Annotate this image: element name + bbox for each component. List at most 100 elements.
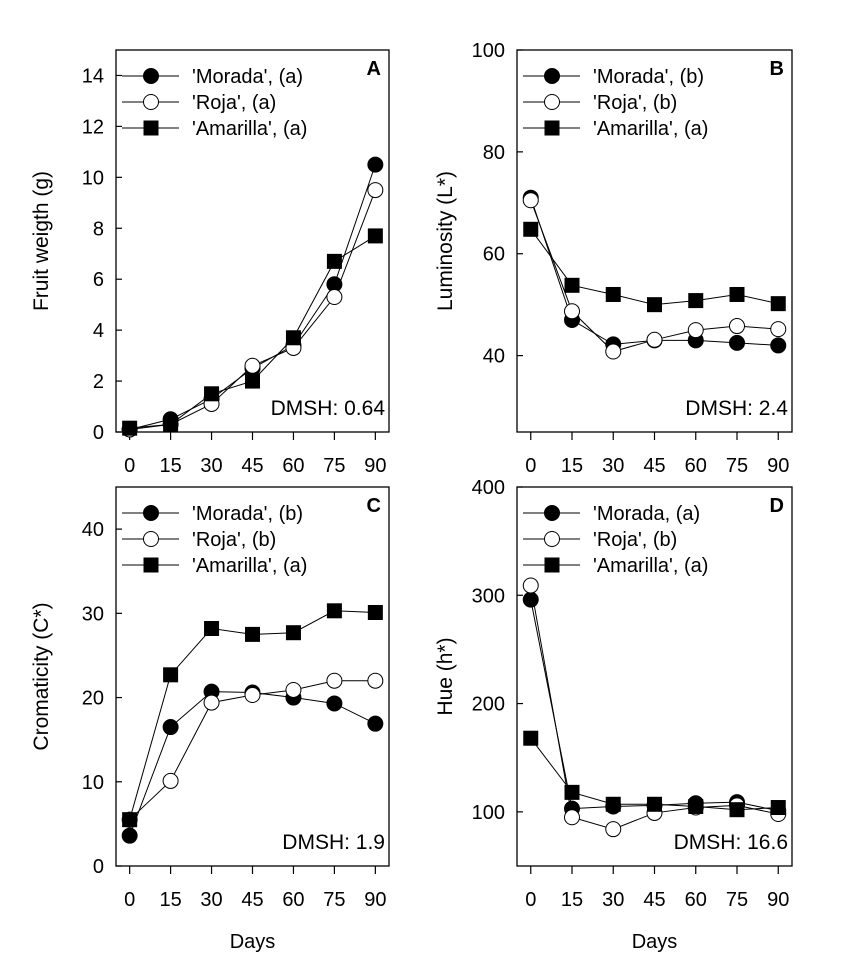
- legend-label: 'Morada', (a): [192, 66, 303, 88]
- data-point: [729, 318, 745, 335]
- data-point: [605, 796, 621, 812]
- x-tick-label: 60: [685, 455, 707, 477]
- panel-b: 40 60 80 100 0 15 30 45 60 75 90 Luminosity (L*) B DM…: [434, 40, 793, 477]
- legend-entry: 'Morada', (b): [523, 66, 704, 88]
- y-tick-label: 4: [93, 320, 104, 342]
- series-filled-circle: [522, 189, 787, 354]
- legend-entry: 'Morada, (a): [523, 503, 700, 525]
- x-tick-label: 30: [200, 889, 222, 911]
- data-point: [564, 809, 580, 826]
- data-point: [770, 321, 787, 338]
- x-tick-label: 75: [323, 455, 345, 477]
- legend-entry: 'Roja', (a): [122, 92, 276, 114]
- legend-label: 'Morada', (b): [192, 503, 303, 525]
- x-tick-label: 75: [726, 889, 748, 911]
- legend-label: 'Morada', (b): [593, 66, 704, 88]
- legend-entry: 'Morada', (a): [122, 66, 303, 88]
- x-tick-label: 45: [241, 889, 263, 911]
- data-point: [523, 730, 539, 746]
- legend-entry: 'Amarilla', (a): [122, 555, 307, 577]
- series-filled-square: [122, 603, 383, 828]
- data-point: [122, 812, 138, 828]
- legend-marker: [143, 68, 159, 84]
- legend-label: 'Roja', (b): [593, 529, 677, 551]
- x-tick-label: 45: [643, 455, 665, 477]
- data-point: [285, 625, 301, 641]
- series-line: [530, 599, 779, 812]
- y-tick-label: 80: [483, 142, 505, 164]
- data-point: [162, 772, 179, 789]
- legend-marker: [544, 94, 560, 110]
- x-tick-label: 75: [726, 455, 748, 477]
- y-tick-label: 0: [93, 422, 104, 444]
- legend-marker: [544, 120, 560, 136]
- series-open-circle: [121, 672, 384, 828]
- data-point: [605, 821, 622, 838]
- y-tick-label: 0: [93, 856, 104, 878]
- dmsh-annotation: DMSH: 0.64: [271, 397, 386, 420]
- legend-marker: [544, 68, 560, 84]
- y-tick-label: 200: [472, 694, 505, 716]
- x-tick-label: 15: [159, 889, 181, 911]
- x-tick-label: 60: [282, 455, 304, 477]
- legend-marker: [544, 557, 560, 573]
- legend-marker: [143, 505, 159, 521]
- data-point: [564, 303, 580, 320]
- data-point: [163, 416, 179, 432]
- data-point: [522, 192, 539, 209]
- data-point: [367, 604, 383, 620]
- x-axis-label: Days: [632, 931, 678, 953]
- data-point: [245, 626, 260, 642]
- data-point: [687, 322, 704, 339]
- legend-entry: 'Amarilla', (a): [122, 118, 307, 140]
- series-line: [129, 610, 376, 820]
- y-axis-label: Cromaticity (C*): [30, 602, 53, 750]
- y-axis-label: Fruit weigth (g): [30, 171, 53, 311]
- data-point: [647, 297, 662, 313]
- series-filled-square: [523, 730, 786, 818]
- data-point: [522, 577, 539, 594]
- data-point: [605, 286, 621, 302]
- data-point: [367, 715, 384, 732]
- y-tick-label: 40: [82, 519, 104, 541]
- x-tick-label: 90: [767, 455, 789, 477]
- data-point: [688, 798, 704, 814]
- legend-marker: [544, 505, 560, 521]
- data-point: [326, 253, 342, 269]
- data-point: [367, 156, 384, 173]
- data-point: [646, 331, 663, 348]
- legend-label: 'Amarilla', (a): [593, 118, 708, 140]
- data-point: [204, 386, 220, 402]
- y-tick-label: 100: [472, 802, 505, 824]
- legend-entry: 'Roja', (b): [523, 529, 677, 551]
- x-tick-label: 30: [602, 889, 624, 911]
- data-point: [285, 330, 301, 346]
- dmsh-annotation: DMSH: 2.4: [685, 397, 788, 420]
- legend-marker: [143, 120, 159, 136]
- panel-label: A: [367, 58, 381, 80]
- y-tick-label: 8: [93, 218, 104, 240]
- legend-label: 'Amarilla', (a): [192, 118, 307, 140]
- y-tick-label: 40: [483, 346, 505, 368]
- legend-entry: 'Roja', (b): [122, 529, 276, 551]
- x-tick-label: 90: [767, 889, 789, 911]
- data-point: [729, 802, 745, 818]
- data-point: [245, 373, 260, 389]
- x-tick-label: 15: [159, 455, 181, 477]
- y-tick-label: 14: [82, 65, 104, 87]
- series-filled-square: [122, 228, 383, 436]
- x-tick-label: 60: [282, 889, 304, 911]
- data-point: [121, 827, 138, 844]
- legend-entry: 'Morada', (b): [122, 503, 303, 525]
- x-axis-label: Days: [230, 931, 276, 953]
- x-tick-label: 0: [525, 455, 536, 477]
- x-tick-label: 30: [602, 455, 624, 477]
- data-point: [367, 228, 383, 244]
- data-point: [244, 687, 261, 704]
- series-filled-circle: [522, 591, 787, 819]
- panel-d: 100 200 300 400 0 15 30 45 60 75 90 Hue (h*) Days D DM…: [434, 477, 793, 953]
- x-tick-label: 75: [323, 889, 345, 911]
- dmsh-annotation: DMSH: 1.9: [282, 831, 385, 854]
- data-point: [564, 277, 580, 293]
